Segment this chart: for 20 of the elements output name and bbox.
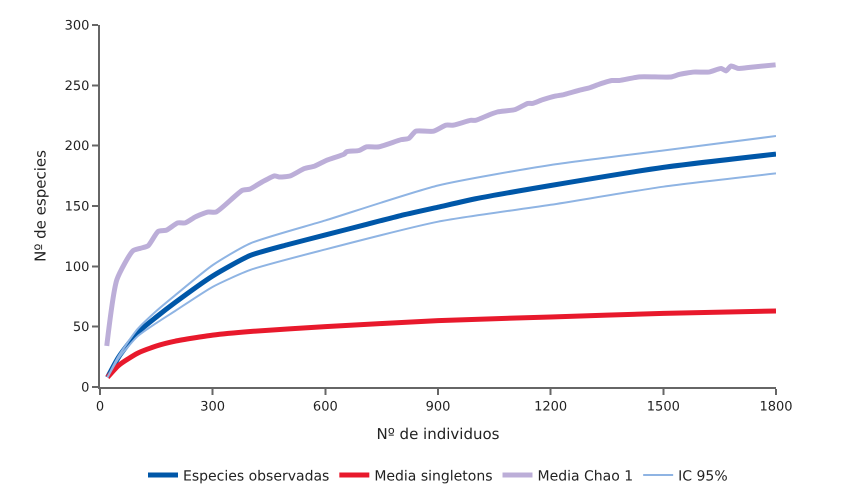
- y-axis-title: Nº de especies: [31, 150, 50, 262]
- x-tick-label: 300: [200, 400, 226, 415]
- x-tick-label: 0: [96, 400, 104, 415]
- x-tick-label: 1200: [534, 400, 568, 415]
- x-tick-label: 600: [312, 400, 338, 415]
- y-tick-label: 0: [81, 380, 90, 396]
- y-tick-label: 150: [64, 200, 90, 215]
- x-tick-label: 1800: [759, 400, 793, 415]
- y-tick-label: 100: [64, 260, 90, 275]
- y-tick-label: 200: [64, 139, 90, 154]
- y-tick-label: 50: [72, 320, 90, 336]
- x-tick-label: 900: [426, 400, 450, 415]
- legend-label: Media Chao 1: [538, 468, 634, 484]
- legend-label: IC 95%: [678, 468, 728, 484]
- x-axis-title: Nº de individuos: [376, 425, 500, 444]
- legend-label: Especies observadas: [183, 468, 330, 484]
- x-tick-label: 1500: [646, 400, 680, 415]
- y-tick-label: 300: [64, 18, 90, 34]
- legend-label: Media singletons: [374, 468, 492, 484]
- y-tick-label: 250: [64, 78, 90, 94]
